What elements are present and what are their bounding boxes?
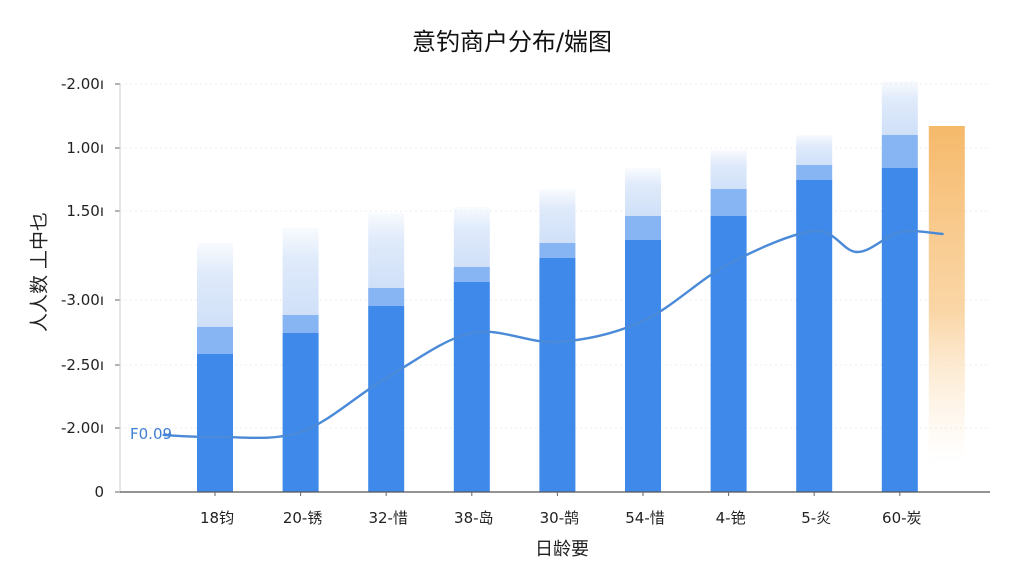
x-tick-label: 60-炭 xyxy=(882,509,922,527)
bar-segment-3 xyxy=(197,243,233,327)
bar-segment-3 xyxy=(625,168,661,216)
x-axis-label: 日龄要 xyxy=(535,539,589,560)
bar-segment-2 xyxy=(796,165,833,180)
line-data-label: F0.09 xyxy=(130,425,172,443)
bar-segment-2 xyxy=(282,315,319,333)
bar-segment-1 xyxy=(197,354,233,492)
x-tick-label: 30-鹄 xyxy=(540,509,580,527)
y-tick-label: 1.00ı xyxy=(66,139,104,157)
y-tick-label: 1.50ı xyxy=(66,202,104,220)
bar-segment-3 xyxy=(282,228,319,315)
bar-segment-2 xyxy=(710,189,747,216)
bar-segment-3 xyxy=(710,150,747,189)
x-tick-label: 4-铯 xyxy=(716,509,746,527)
y-tick-label: -3.00ı xyxy=(61,291,104,309)
x-tick-label: 18钧 xyxy=(200,509,234,527)
trend-line xyxy=(162,229,944,440)
x-tick-label: 38-岛 xyxy=(454,509,494,527)
y-tick-label: -2.00ı xyxy=(61,419,104,437)
bar-segment-2 xyxy=(453,267,490,282)
x-tick-label: 54-惜 xyxy=(625,509,665,527)
bar-segment-2 xyxy=(539,243,576,258)
bar-segment-3 xyxy=(453,207,490,267)
y-tick-label: 0 xyxy=(94,483,104,501)
bar-segment-2 xyxy=(197,327,233,354)
bar-segment-1 xyxy=(710,216,747,492)
bar-segment-2 xyxy=(625,216,661,240)
chart-title: 意钓商户分布/媏图 xyxy=(411,28,613,56)
bar-segment-2 xyxy=(881,135,918,168)
bar-segment-1 xyxy=(539,258,576,492)
x-tick-label: 20-锈 xyxy=(283,509,323,527)
x-tick-label: 32-惜 xyxy=(368,509,408,527)
bar-segment-1 xyxy=(796,180,833,492)
bar-segment-1 xyxy=(453,282,490,492)
x-tick-label: 5-炎 xyxy=(801,509,831,527)
bar-segment-3 xyxy=(539,189,576,243)
bar-segment-3 xyxy=(368,213,405,288)
bar-segment-2 xyxy=(368,288,405,306)
bar-segment-1 xyxy=(282,333,319,492)
bar-segment-1 xyxy=(625,240,661,492)
highlight-bar xyxy=(928,126,965,464)
bar-segment-1 xyxy=(368,306,405,492)
bar-segment-1 xyxy=(881,168,918,492)
bar-segment-3 xyxy=(796,135,833,165)
y-tick-label: -2.00ı xyxy=(61,75,104,93)
bar-segment-3 xyxy=(881,81,918,135)
y-tick-label: -2.50ı xyxy=(61,356,104,374)
